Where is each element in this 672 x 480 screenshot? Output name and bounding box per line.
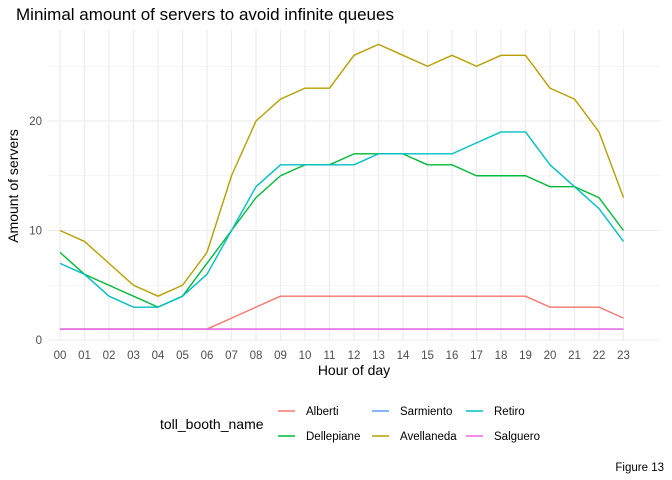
y-tick-label: 20: [29, 116, 42, 128]
x-axis-title: Hour of day: [318, 362, 390, 378]
legend-label: Dellepiane: [306, 431, 360, 443]
x-tick-label: 07: [225, 350, 238, 362]
legend-label: Alberti: [306, 406, 339, 418]
x-tick-label: 09: [274, 350, 287, 362]
legend-item-dellepiane: Dellepiane: [278, 431, 360, 443]
x-tick-label: 21: [568, 350, 581, 362]
legend-item-retiro: Retiro: [466, 406, 525, 418]
x-tick-label: 00: [54, 350, 67, 362]
y-axis-title: Amount of servers: [5, 129, 21, 243]
legend: Alberti Dellepiane Sarmiento Avellaneda Reti…: [278, 406, 540, 443]
x-tick-label: 14: [397, 350, 410, 362]
legend-label: Retiro: [494, 406, 525, 418]
legend-item-alberti: Alberti: [278, 406, 339, 418]
chart-title: Minimal amount of servers to avoid infin…: [16, 5, 394, 24]
x-tick-label: 18: [495, 350, 508, 362]
caption: Figure 13: [615, 462, 664, 474]
x-tick-label: 05: [176, 350, 189, 362]
legend-label: Sarmiento: [400, 406, 452, 418]
legend-item-avellaneda: Avellaneda: [372, 431, 457, 443]
legend-item-salguero: Salguero: [466, 431, 540, 443]
y-tick-label: 10: [29, 226, 42, 238]
x-tick-label: 15: [421, 350, 434, 362]
grid: [48, 30, 660, 341]
x-tick-label: 01: [78, 350, 91, 362]
x-tick-label: 11: [324, 350, 336, 362]
x-tick-label: 08: [250, 350, 263, 362]
y-axis-ticks: 0 10 20: [29, 116, 42, 347]
x-tick-label: 06: [201, 350, 214, 362]
legend-label: Salguero: [494, 431, 540, 443]
x-tick-label: 19: [519, 350, 532, 362]
series-line-retiro: [59, 131, 625, 308]
x-tick-label: 13: [372, 350, 385, 362]
series-line-dellepiane: [59, 153, 625, 308]
x-tick-label: 12: [348, 350, 361, 362]
x-tick-label: 16: [446, 350, 459, 362]
x-tick-label: 23: [617, 350, 630, 362]
x-tick-label: 22: [593, 350, 606, 362]
legend-label: Avellaneda: [400, 431, 457, 443]
x-tick-label: 20: [544, 350, 557, 362]
legend-title: toll_booth_name: [160, 416, 264, 432]
legend-item-sarmiento: Sarmiento: [372, 406, 452, 418]
x-tick-label: 03: [127, 350, 140, 362]
x-axis-ticks: 00 01 02 03 04 05 06 07 08 09 10 11 12 13 14 15 16 17 18 19…: [54, 350, 630, 362]
x-tick-label: 04: [152, 350, 165, 362]
x-tick-label: 02: [103, 350, 116, 362]
series-line-avellaneda: [59, 43, 625, 297]
y-tick-label: 0: [36, 335, 42, 347]
x-tick-label: 17: [470, 350, 483, 362]
series-lines: [59, 43, 625, 330]
x-tick-label: 10: [299, 350, 312, 362]
